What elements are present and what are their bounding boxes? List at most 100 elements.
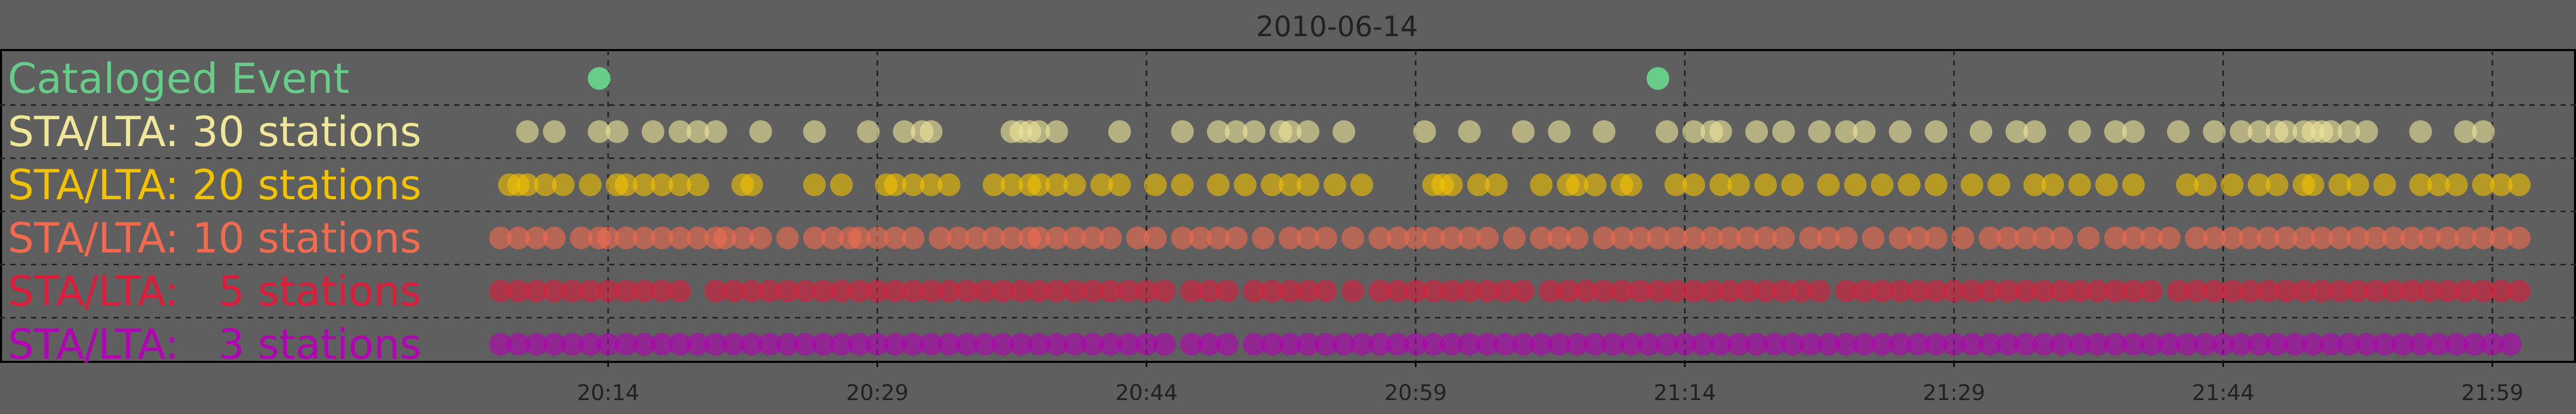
event-dot <box>2373 173 2396 196</box>
event-dot <box>794 333 817 356</box>
event-dot <box>1099 333 1122 356</box>
event-dot <box>1754 227 1777 249</box>
event-dot <box>2355 120 2378 143</box>
event-dot <box>1278 227 1301 249</box>
event-dot <box>1081 333 1104 356</box>
event-dot <box>606 120 629 143</box>
event-dot <box>1117 333 1140 356</box>
event-dot <box>1781 333 1804 356</box>
series-markers <box>489 227 2531 249</box>
event-dot <box>2310 280 2333 302</box>
event-dot <box>1009 333 1032 356</box>
event-dot <box>884 280 907 302</box>
event-dot <box>1682 280 1706 302</box>
event-dot <box>2122 227 2145 249</box>
event-dot <box>2463 333 2486 356</box>
event-dot <box>597 280 619 302</box>
event-dot <box>1646 67 1669 90</box>
event-dot <box>1646 280 1669 302</box>
event-dot <box>1871 173 1894 196</box>
event-dot <box>543 120 566 143</box>
event-dot <box>2176 333 2199 356</box>
event-dot <box>956 333 979 356</box>
event-dot <box>1996 333 2020 356</box>
event-dot <box>2095 173 2118 196</box>
event-dot <box>2230 333 2253 356</box>
event-dot <box>489 227 512 249</box>
event-dot <box>1925 333 1948 356</box>
event-dot <box>1171 120 1194 143</box>
event-dot <box>2346 227 2370 249</box>
event-dot <box>1853 280 1876 302</box>
event-dot <box>1206 120 1230 143</box>
event-dot <box>1458 120 1481 143</box>
event-dot <box>2203 227 2226 249</box>
event-dot <box>1422 280 1445 302</box>
event-dot <box>1278 280 1301 302</box>
event-dot <box>516 173 539 196</box>
event-dot <box>614 173 638 196</box>
event-dot <box>1709 120 1732 143</box>
event-dot <box>1888 227 1912 249</box>
event-dot <box>1261 280 1284 302</box>
event-dot <box>1045 120 1069 143</box>
event-dot <box>669 120 692 143</box>
event-dot <box>1512 280 1535 302</box>
event-dot <box>1888 280 1912 302</box>
event-dot <box>848 333 871 356</box>
event-dot <box>1458 333 1481 356</box>
event-dot <box>2023 173 2046 196</box>
event-dot <box>561 333 584 356</box>
event-dot <box>1090 173 1113 196</box>
event-dot <box>2472 280 2495 302</box>
event-dot <box>632 227 656 249</box>
event-dot <box>1000 173 1024 196</box>
event-dot <box>2490 227 2513 249</box>
event-dot <box>1296 173 1319 196</box>
event-dot <box>2508 227 2531 249</box>
event-dot <box>1835 280 1858 302</box>
event-dot <box>1664 280 1688 302</box>
event-dot <box>632 173 656 196</box>
event-dot <box>1171 173 1194 196</box>
series-labels: Cataloged Event STA/LTA: 30 stations STA/L… <box>8 55 421 369</box>
event-dot <box>1296 333 1319 356</box>
event-dot <box>830 173 853 196</box>
event-dot <box>1943 280 1966 302</box>
event-dot <box>749 227 772 249</box>
event-dot <box>1099 227 1122 249</box>
event-dot <box>1027 333 1051 356</box>
event-dot <box>641 120 664 143</box>
event-dot <box>1000 227 1024 249</box>
event-dot <box>901 227 925 249</box>
event-dot <box>1458 280 1481 302</box>
series-label: STA/LTA: 10 stations <box>8 214 421 262</box>
event-dot <box>650 227 674 249</box>
event-dot <box>1799 227 1822 249</box>
x-tick-label: 20:29 <box>846 380 909 405</box>
event-dot <box>929 227 952 249</box>
event-dot <box>1350 333 1373 356</box>
event-dot <box>1709 173 1732 196</box>
event-dot <box>884 227 907 249</box>
event-dot <box>489 333 512 356</box>
event-dot <box>1871 280 1894 302</box>
x-tick-label: 20:14 <box>577 380 639 405</box>
event-dot <box>1206 227 1230 249</box>
event-dot <box>579 173 602 196</box>
event-dot <box>2418 280 2441 302</box>
event-dot <box>758 280 781 302</box>
event-dot <box>2472 173 2495 196</box>
x-tick-label: 20:59 <box>1385 380 1447 405</box>
event-dot <box>974 333 996 356</box>
event-dot <box>1494 333 1517 356</box>
event-dot <box>2086 280 2109 302</box>
series-markers <box>498 173 2531 196</box>
event-dot <box>866 227 889 249</box>
event-dot <box>1171 227 1194 249</box>
event-dot <box>1611 227 1634 249</box>
event-dot <box>1341 280 1364 302</box>
event-dot <box>1835 333 1858 356</box>
event-dot <box>1198 280 1221 302</box>
